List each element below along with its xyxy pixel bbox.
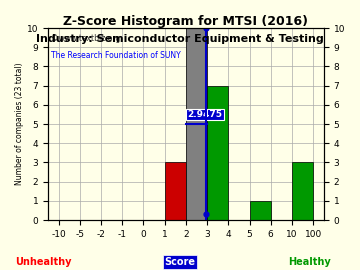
Text: Healthy: Healthy [288,257,331,267]
Text: The Research Foundation of SUNY: The Research Foundation of SUNY [51,51,180,60]
Bar [186,28,207,220]
Text: Industry: Semiconductor Equipment & Testing: Industry: Semiconductor Equipment & Test… [36,34,324,44]
Text: Unhealthy: Unhealthy [15,257,71,267]
Bar [207,86,228,220]
Text: 2.9475: 2.9475 [188,110,222,119]
Title: Z-Score Histogram for MTSI (2016): Z-Score Histogram for MTSI (2016) [63,15,309,28]
Text: ©www.textbiz.org: ©www.textbiz.org [51,34,120,43]
Bar [249,201,271,220]
Text: Score: Score [165,257,195,267]
Y-axis label: Number of companies (23 total): Number of companies (23 total) [15,63,24,185]
Bar [292,163,313,220]
Bar [165,163,186,220]
